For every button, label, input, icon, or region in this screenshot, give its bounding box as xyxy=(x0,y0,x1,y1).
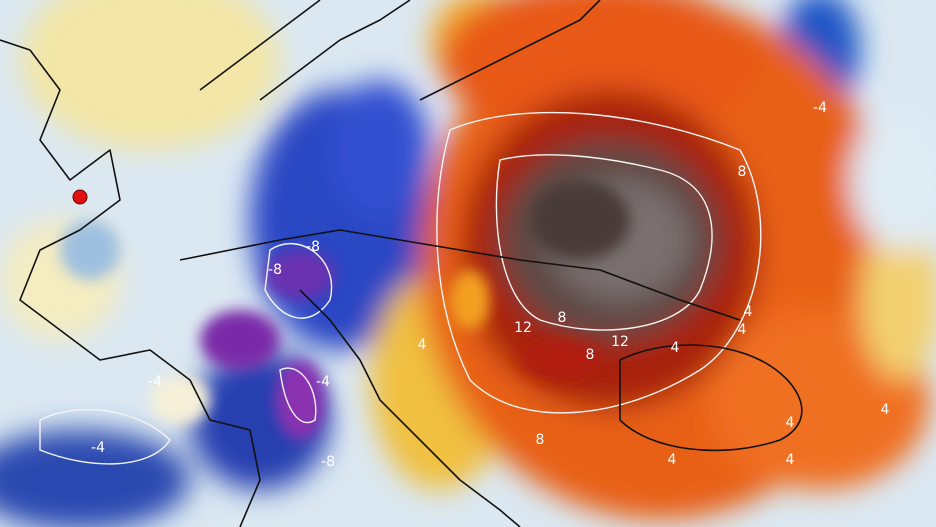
anomaly-patch xyxy=(265,250,335,300)
anomaly-patch xyxy=(0,430,190,527)
contour-label: 8 xyxy=(558,310,567,326)
contour-label: -8 xyxy=(306,239,320,255)
isoline-8 xyxy=(436,111,762,414)
anomaly-patch xyxy=(520,340,600,380)
contour-labels: -4 8 -8 -8 12 8 12 8 4 4 4 -4 -4 -8 -4 8 4 4 4 4 4 xyxy=(91,100,890,470)
location-marker xyxy=(72,189,88,205)
anomaly-patch xyxy=(440,0,760,140)
contour-label: 4 xyxy=(738,322,747,338)
coastline-north xyxy=(199,0,411,101)
contour-label: 4 xyxy=(671,340,680,356)
isolines xyxy=(39,111,762,465)
isoline-minus8-b xyxy=(279,367,317,424)
contour-label: -4 xyxy=(91,440,105,456)
anomaly-patch xyxy=(60,220,120,280)
anomaly-patch xyxy=(850,110,936,250)
isoline-minus8 xyxy=(264,243,333,319)
contour-label: 4 xyxy=(668,452,677,468)
contour-label: 12 xyxy=(514,320,532,336)
contour-label: 4 xyxy=(786,452,795,468)
coastlines xyxy=(0,0,803,527)
anomaly-field-detail xyxy=(60,180,630,440)
contour-label: 4 xyxy=(881,402,890,418)
contour-label: -4 xyxy=(148,374,162,390)
coastline-baltic xyxy=(419,0,601,101)
contour-label: 8 xyxy=(586,347,595,363)
contour-label: 4 xyxy=(418,337,427,353)
coastline-adriatic xyxy=(299,289,521,527)
contour-label: 4 xyxy=(744,304,753,320)
anomaly-patch xyxy=(275,360,325,440)
contour-label: 12 xyxy=(611,334,629,350)
border-line xyxy=(179,229,741,321)
contour-label: -8 xyxy=(321,454,335,470)
anomaly-patch xyxy=(150,375,210,425)
anomaly-patch xyxy=(860,220,936,380)
isoline-minus4 xyxy=(39,408,171,465)
contour-label: -8 xyxy=(268,262,282,278)
anomaly-patch xyxy=(200,310,280,370)
coastline-black-sea xyxy=(619,344,803,452)
contour-label: -4 xyxy=(813,100,827,116)
anomaly-patch xyxy=(330,80,430,220)
anomaly-patch xyxy=(450,270,490,330)
anomaly-patch xyxy=(530,180,630,260)
isoline-12 xyxy=(495,154,713,331)
contour-label: -4 xyxy=(316,374,330,390)
contour-label: 4 xyxy=(786,415,795,431)
contour-label: 8 xyxy=(738,164,747,180)
coastline-west xyxy=(0,39,261,527)
contour-label: 8 xyxy=(536,432,545,448)
anomaly-patch xyxy=(20,0,280,150)
